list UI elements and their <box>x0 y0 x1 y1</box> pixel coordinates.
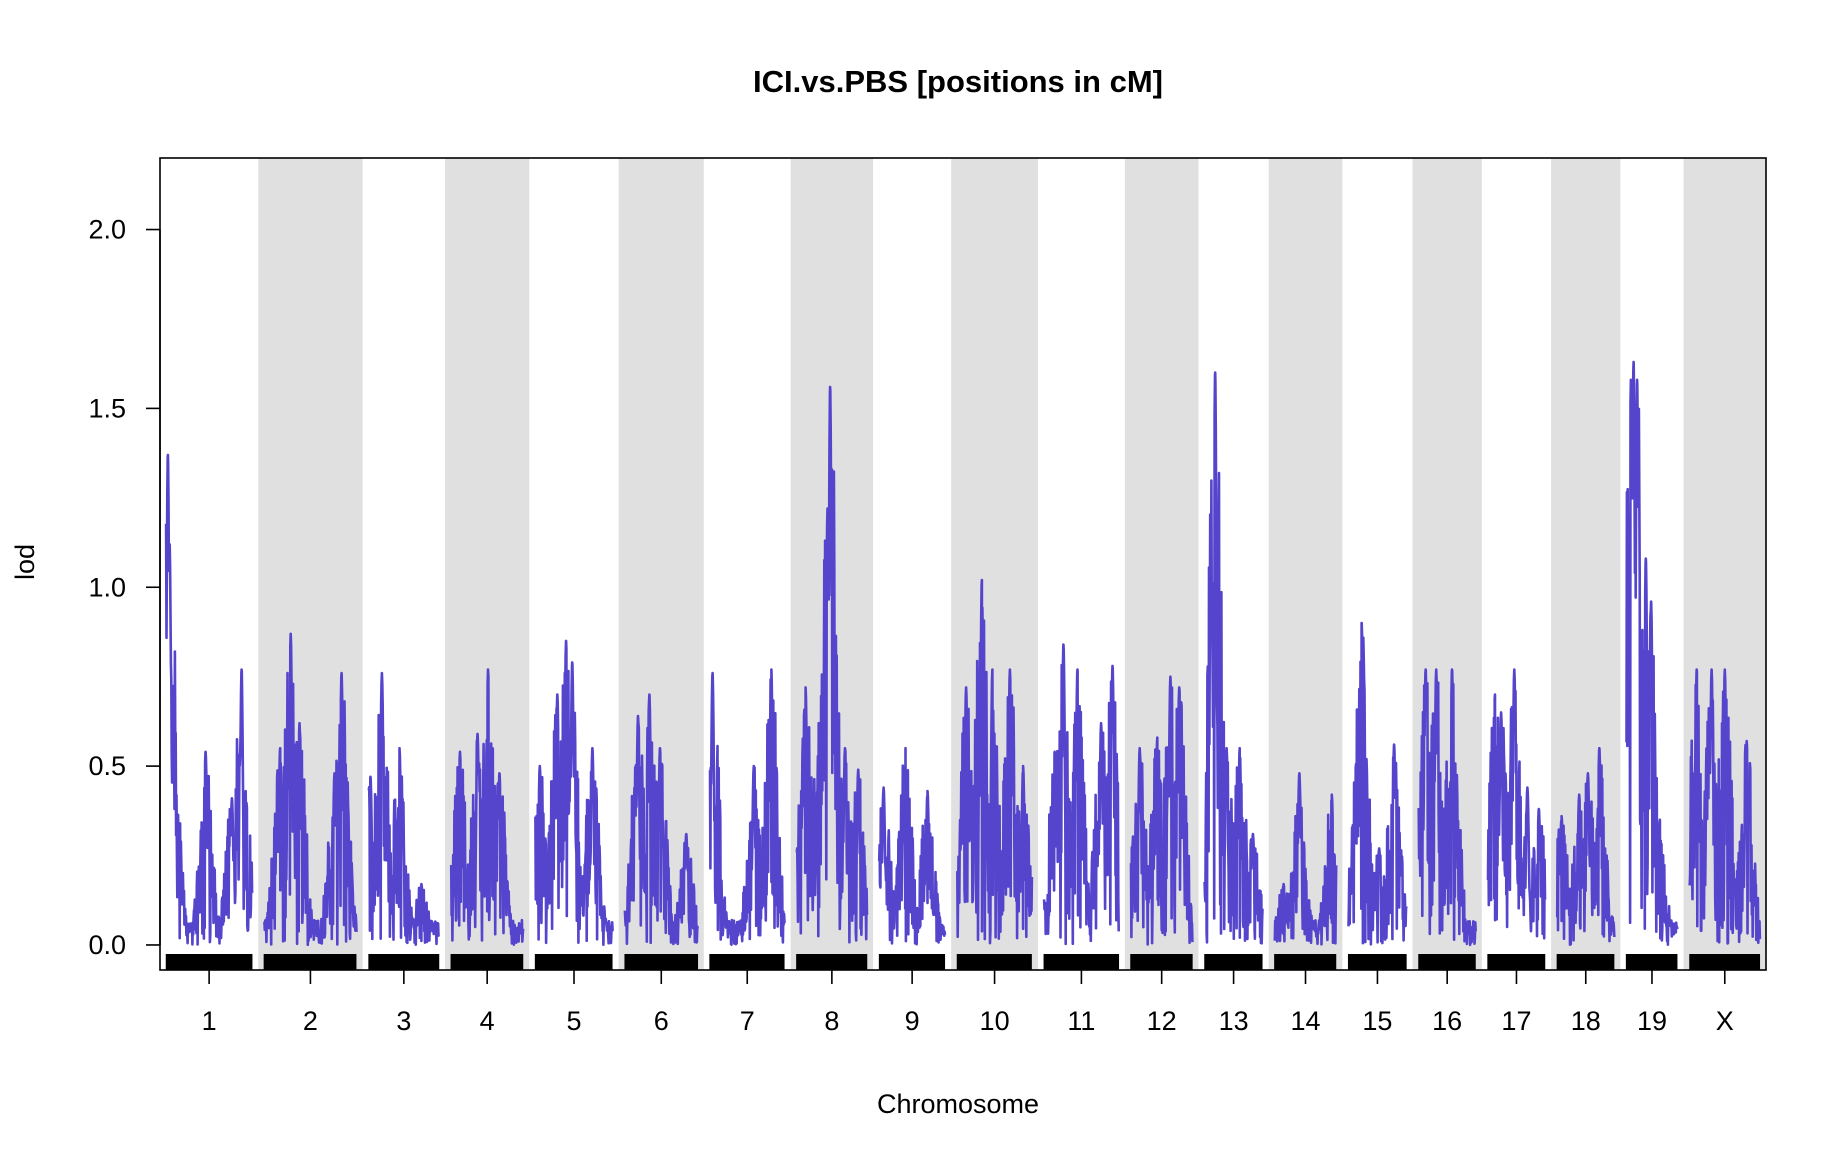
marker-rug-chr-11 <box>1043 954 1120 970</box>
x-tick-label-5: 5 <box>566 1006 581 1036</box>
x-tick-label-11: 11 <box>1067 1006 1095 1036</box>
marker-rug-ticks-chr-5 <box>534 954 613 970</box>
x-tick-label-6: 6 <box>654 1006 669 1036</box>
lod-curve-chr-17 <box>1486 668 1547 940</box>
marker-rug-chr-16 <box>1418 954 1476 970</box>
x-tick-label-3: 3 <box>396 1006 411 1036</box>
marker-rug-chr-12 <box>1130 954 1193 970</box>
y-tick-label-0.5: 0.5 <box>88 751 126 781</box>
marker-rug-chr-14 <box>1274 954 1337 970</box>
x-tick-label-13: 13 <box>1219 1006 1249 1036</box>
y-tick-label-1.0: 1.0 <box>88 572 126 602</box>
x-tick-label-12: 12 <box>1147 1006 1177 1036</box>
marker-rug-ticks-chr-2 <box>263 954 357 970</box>
marker-rug-chr-13 <box>1204 954 1263 970</box>
marker-rug-chr-7 <box>709 954 785 970</box>
marker-rug-chr-8 <box>796 954 868 970</box>
lod-curve-chr-9 <box>877 746 947 946</box>
chart-title: ICI.vs.PBS [positions in cM] <box>753 64 1163 99</box>
lod-curve-chr-12 <box>1129 675 1194 946</box>
lod-curve-chr-6 <box>623 693 699 946</box>
marker-rug-chr-4 <box>450 954 524 970</box>
marker-rug-ticks-chr-4 <box>450 954 524 970</box>
marker-rug-chr-17 <box>1487 954 1546 970</box>
marker-rug-ticks-chr-13 <box>1204 954 1263 970</box>
y-tick-label-0.0: 0.0 <box>88 930 126 960</box>
marker-rug-chr-15 <box>1347 954 1407 970</box>
marker-rug-chr-19 <box>1625 954 1678 970</box>
marker-rug-ticks-chr-10 <box>956 954 1032 970</box>
marker-rug-ticks-chr-16 <box>1418 954 1476 970</box>
marker-rug-chr-6 <box>624 954 699 970</box>
x-axis-label: Chromosome <box>877 1089 1039 1119</box>
x-tick-label-18: 18 <box>1571 1006 1601 1036</box>
y-tick-label-1.5: 1.5 <box>88 393 126 423</box>
x-tick-label-X: X <box>1716 1006 1734 1036</box>
marker-rug-ticks-chr-17 <box>1487 954 1546 970</box>
marker-rug-chr-1 <box>165 954 253 970</box>
marker-rug-chr-9 <box>878 954 946 970</box>
lod-curve-chr-4 <box>449 668 525 946</box>
marker-rug-chr-5 <box>534 954 613 970</box>
y-tick-label-2.0: 2.0 <box>88 215 126 245</box>
x-tick-label-8: 8 <box>824 1006 839 1036</box>
x-axis: 1 2 3 4 5 6 7 8 9 10 11 12 13 14 15 16 17 18 19 X <box>202 970 1734 1036</box>
marker-rug-chr-2 <box>263 954 357 970</box>
lod-curve-chr-5 <box>534 639 614 946</box>
marker-rug-ticks-chr-3 <box>368 954 440 970</box>
x-tick-label-1: 1 <box>202 1006 217 1036</box>
marker-rug-ticks-chr-15 <box>1347 954 1407 970</box>
marker-rug-chr-X <box>1689 954 1761 970</box>
lod-curve-chr-X <box>1688 668 1762 945</box>
x-tick-label-10: 10 <box>980 1006 1010 1036</box>
y-axis-label: lod <box>10 544 40 580</box>
lod-curve-chr-15 <box>1347 621 1408 946</box>
lod-curve-chr-13 <box>1203 371 1264 945</box>
lod-curve-chr-18 <box>1555 746 1616 946</box>
x-tick-label-7: 7 <box>740 1006 755 1036</box>
x-tick-label-16: 16 <box>1432 1006 1462 1036</box>
lod-curve-chr-1 <box>164 453 254 946</box>
marker-rug-ticks-chr-14 <box>1274 954 1337 970</box>
marker-rug-chr-3 <box>368 954 440 970</box>
marker-rug-chr-18 <box>1556 954 1615 970</box>
marker-rug-ticks-chr-19 <box>1625 954 1678 970</box>
x-tick-label-9: 9 <box>905 1006 920 1036</box>
lod-curve-chr-11 <box>1042 643 1120 946</box>
marker-rug-ticks-chr-11 <box>1043 954 1120 970</box>
lod-curves <box>164 360 1762 947</box>
lod-curve-chr-19 <box>1625 360 1679 946</box>
x-tick-label-4: 4 <box>480 1006 495 1036</box>
x-tick-label-14: 14 <box>1290 1006 1320 1036</box>
lod-curve-chr-14 <box>1273 772 1338 946</box>
marker-rug-ticks-chr-7 <box>709 954 785 970</box>
marker-rug-chr-10 <box>956 954 1032 970</box>
lod-curve-chr-7 <box>708 668 786 946</box>
x-tick-label-2: 2 <box>303 1006 318 1036</box>
lod-curve-chr-10 <box>956 578 1034 945</box>
marker-rug-ticks-chr-18 <box>1556 954 1615 970</box>
lod-curve-chr-2 <box>263 632 358 946</box>
marker-rug-ticks-chr-9 <box>878 954 946 970</box>
marker-rug-ticks-chr-6 <box>624 954 699 970</box>
x-tick-label-15: 15 <box>1362 1006 1392 1036</box>
x-tick-label-19: 19 <box>1637 1006 1667 1036</box>
marker-rug-ticks-chr-1 <box>165 954 253 970</box>
marker-rug-ticks-chr-12 <box>1130 954 1193 970</box>
y-axis: 0.0 0.5 1.0 1.5 2.0 <box>88 215 161 960</box>
marker-rug-ticks-chr-X <box>1689 954 1761 970</box>
lod-curve-chr-3 <box>367 671 441 946</box>
marker-rug-ticks-chr-8 <box>796 954 868 970</box>
x-tick-label-17: 17 <box>1501 1006 1531 1036</box>
lod-curve-chr-8 <box>795 385 869 944</box>
lod-curve-chr-16 <box>1417 668 1477 947</box>
marker-rug <box>165 954 1761 970</box>
